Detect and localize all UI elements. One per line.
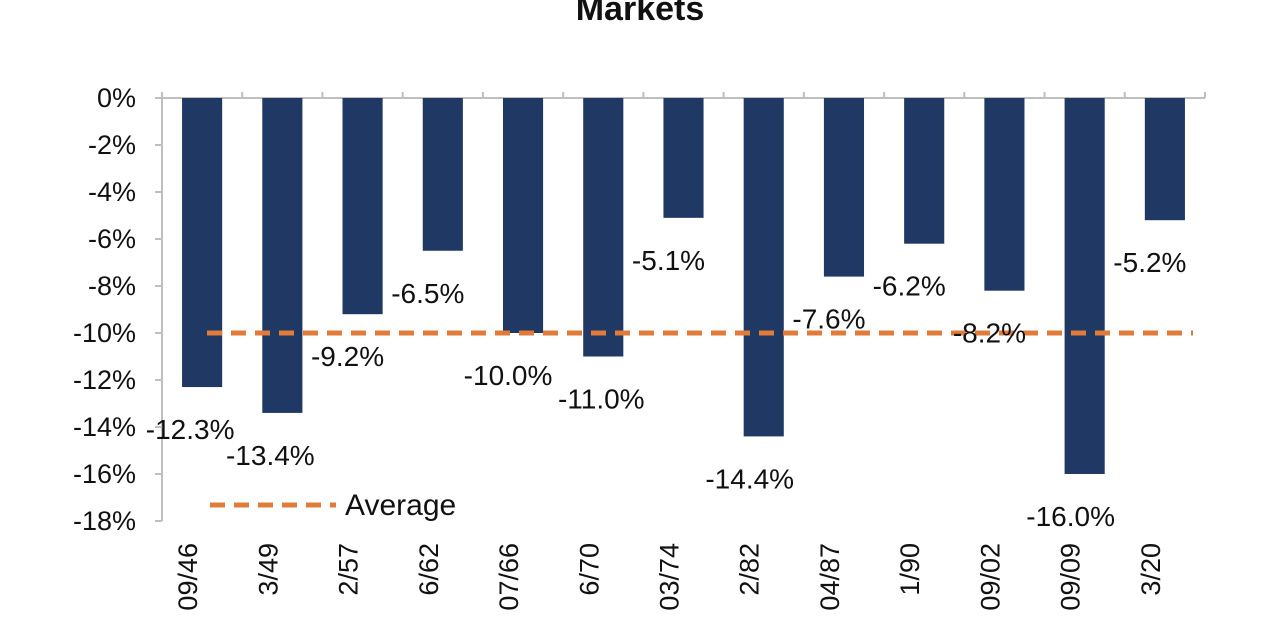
category-label: 6/62	[414, 543, 444, 596]
category-label: 3/20	[1136, 543, 1166, 596]
y-tick-label: -6%	[88, 224, 136, 254]
data-label: -5.1%	[632, 245, 705, 276]
chart-title: Markets	[575, 0, 705, 28]
bar	[262, 98, 303, 413]
bar	[904, 98, 945, 244]
bar	[502, 98, 544, 333]
data-label: -14.4%	[705, 463, 794, 494]
y-tick-label: -10%	[73, 318, 136, 348]
bars-layer	[182, 98, 1185, 474]
category-label: 2/57	[334, 543, 364, 596]
data-label: -12.3%	[146, 414, 235, 445]
data-label: -5.2%	[1113, 247, 1186, 278]
bar	[1144, 98, 1185, 221]
bar	[583, 98, 624, 357]
y-tick-label: -8%	[88, 271, 136, 301]
data-label: -11.0%	[558, 384, 645, 415]
y-tick-label: 0%	[97, 83, 136, 113]
bar	[823, 98, 865, 277]
bar	[984, 98, 1025, 291]
category-label: 2/82	[735, 543, 765, 596]
data-label: -8.2%	[953, 318, 1026, 349]
data-label: -6.2%	[873, 271, 946, 302]
y-tick-label: -4%	[88, 177, 136, 207]
category-label: 6/70	[574, 543, 604, 596]
bar	[422, 98, 463, 251]
legend-label-average: Average	[345, 489, 456, 522]
category-label: 04/87	[815, 543, 845, 611]
data-label: -16.0%	[1026, 501, 1115, 532]
axes-layer: 0% -2% -4% -6% -8% -10% -12% -14% -16% -18% 09/46 3…	[73, 83, 1206, 611]
y-tick-label: -16%	[73, 459, 136, 489]
data-label: -7.6%	[792, 304, 865, 335]
data-label: -13.4%	[226, 440, 315, 471]
bar	[663, 98, 704, 218]
category-label: 09/02	[975, 543, 1005, 611]
y-tick-label: -18%	[73, 506, 136, 536]
category-label: 09/09	[1056, 543, 1086, 611]
category-label: 03/74	[655, 543, 685, 611]
legend: Average	[210, 489, 456, 522]
bar	[1064, 98, 1105, 474]
category-label: 09/46	[173, 543, 203, 611]
category-label: 3/49	[253, 543, 283, 596]
data-label: -6.5%	[391, 278, 464, 309]
data-label: -9.2%	[311, 341, 384, 372]
bar	[182, 98, 223, 388]
y-tick-label: -2%	[88, 130, 136, 160]
bar	[342, 98, 383, 315]
y-tick-label: -12%	[73, 365, 136, 395]
data-label: -10.0%	[464, 360, 553, 391]
data-labels-layer: -12.3%-13.4% -9.2% -6.5% -10.0%-11.0% -5.1% -…	[146, 245, 1187, 532]
bar	[743, 98, 784, 437]
category-label: 07/66	[494, 543, 524, 611]
category-label: 1/90	[895, 543, 925, 596]
y-tick-label: -14%	[73, 412, 136, 442]
